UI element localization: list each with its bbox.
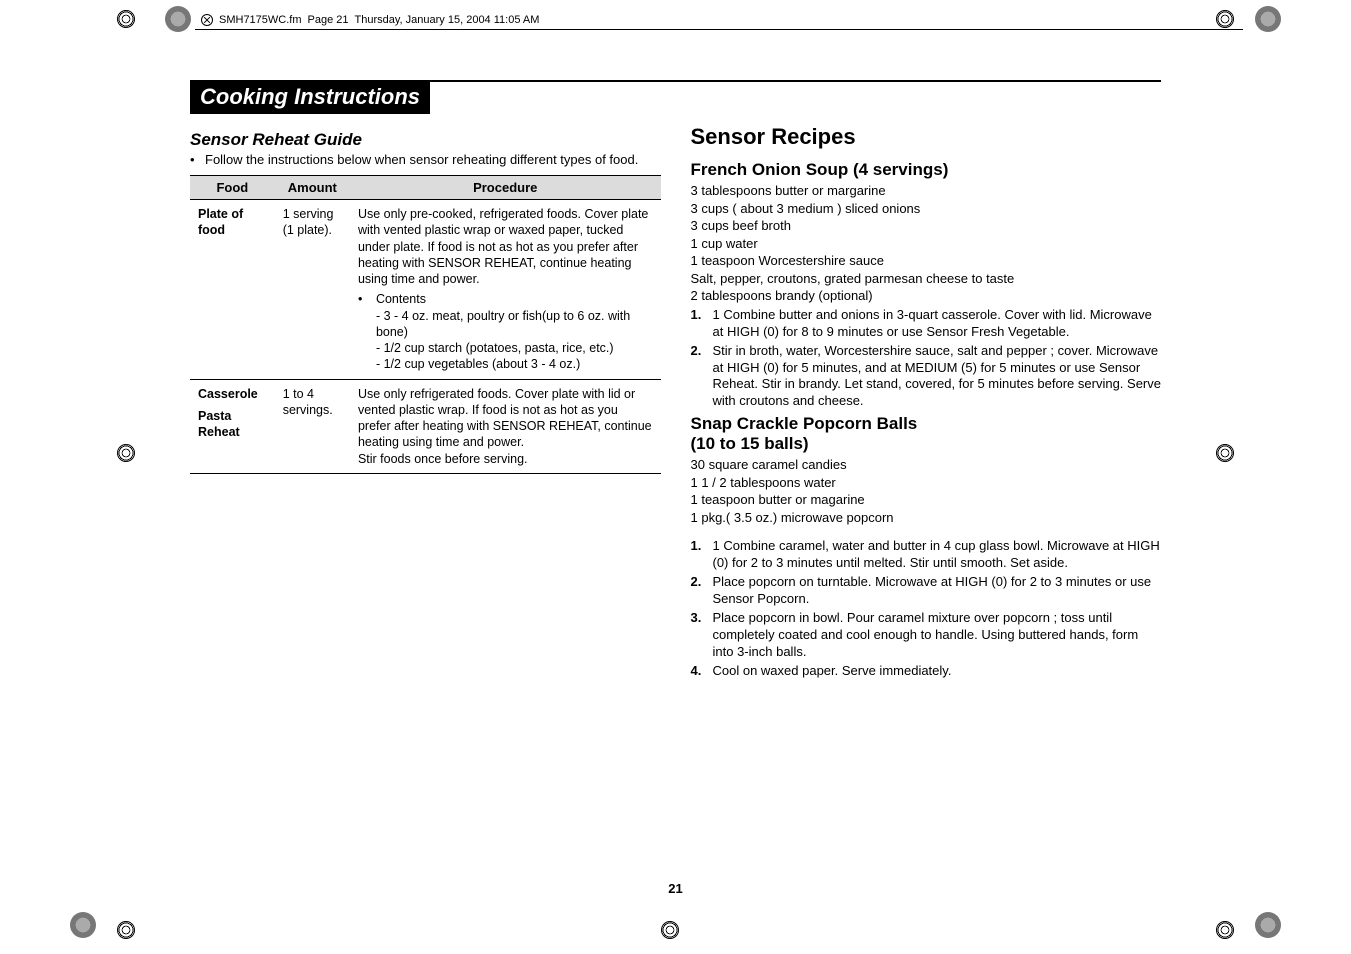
ingredient-line: 1 teaspoon butter or magarine (691, 491, 1162, 509)
col-procedure: Procedure (350, 176, 661, 200)
ingredient-line: 1 1 / 2 tablespoons water (691, 474, 1162, 492)
crop-mark-icon (117, 444, 135, 462)
step-number: 1. (691, 538, 713, 572)
contents-item: - 1/2 cup vegetables (about 3 - 4 oz.) (358, 356, 653, 372)
step-item: 1.1 Combine butter and onions in 3-quart… (691, 307, 1162, 341)
step-item: 1.1 Combine caramel, water and butter in… (691, 538, 1162, 572)
col-food: Food (190, 176, 275, 200)
recipe1-steps: 1.1 Combine butter and onions in 3-quart… (691, 307, 1162, 410)
page-number: 21 (668, 881, 682, 896)
corner-mark-icon (1255, 6, 1281, 32)
recipe2-title: Snap Crackle Popcorn Balls (10 to 15 bal… (691, 414, 1162, 454)
step-number: 2. (691, 343, 713, 411)
ingredient-line: 30 square caramel candies (691, 456, 1162, 474)
header-page: Page 21 (308, 14, 349, 26)
recipe2-ingredients: 30 square caramel candies1 1 / 2 tablesp… (691, 456, 1162, 526)
procedure-cell: Use only refrigerated foods. Cover plate… (350, 379, 661, 473)
table-row: Plate of food 1 serving (1 plate). Use o… (190, 200, 661, 380)
step-item: 4.Cool on waxed paper. Serve immediately… (691, 663, 1162, 680)
crop-mark-icon (661, 921, 679, 939)
recipe1-title: French Onion Soup (4 servings) (691, 160, 1162, 180)
document-header: SMH7175WC.fm Page 21 Thursday, January 1… (195, 10, 1243, 30)
ingredient-line: 3 cups beef broth (691, 217, 1162, 235)
intro-bullet: • Follow the instructions below when sen… (190, 152, 661, 167)
step-number: 3. (691, 610, 713, 661)
contents-heading: • Contents (358, 291, 653, 307)
reheat-guide-table: Food Amount Procedure Plate of food 1 se… (190, 175, 661, 474)
step-number: 4. (691, 663, 713, 680)
table-row: Casserole Pasta Reheat 1 to 4 servings. … (190, 379, 661, 473)
step-text: 1 Combine caramel, water and butter in 4… (713, 538, 1162, 572)
crop-mark-icon (1216, 444, 1234, 462)
crop-mark-icon (117, 10, 135, 28)
ingredient-line: 1 pkg.( 3.5 oz.) microwave popcorn (691, 509, 1162, 527)
step-number: 1. (691, 307, 713, 341)
step-text: Stir in broth, water, Worcestershire sau… (713, 343, 1162, 411)
procedure-text: Use only pre-cooked, refrigerated foods.… (358, 207, 648, 286)
crop-mark-icon (1216, 921, 1234, 939)
amount-cell: 1 serving (1 plate). (275, 200, 350, 380)
left-column: Sensor Reheat Guide • Follow the instruc… (190, 124, 661, 681)
step-text: Place popcorn in bowl. Pour caramel mixt… (713, 610, 1162, 661)
step-text: 1 Combine butter and onions in 3-quart c… (713, 307, 1162, 341)
sensor-reheat-heading: Sensor Reheat Guide (190, 130, 661, 150)
col-amount: Amount (275, 176, 350, 200)
step-text: Cool on waxed paper. Serve immediately. (713, 663, 1162, 680)
step-item: 3.Place popcorn in bowl. Pour caramel mi… (691, 610, 1162, 661)
contents-item: - 1/2 cup starch (potatoes, pasta, rice,… (358, 340, 653, 356)
page-content: Cooking Instructions Sensor Reheat Guide… (190, 80, 1161, 914)
tool-icon (201, 14, 213, 26)
food-cell: Plate of food (190, 200, 275, 380)
header-date: Thursday, January 15, 2004 11:05 AM (355, 14, 540, 26)
step-number: 2. (691, 574, 713, 608)
corner-mark-icon (165, 6, 191, 32)
sensor-recipes-heading: Sensor Recipes (691, 124, 1162, 150)
ingredient-line: Salt, pepper, croutons, grated parmesan … (691, 270, 1162, 288)
corner-mark-icon (70, 912, 96, 938)
amount-cell: 1 to 4 servings. (275, 379, 350, 473)
ingredient-line: 1 cup water (691, 235, 1162, 253)
step-text: Place popcorn on turntable. Microwave at… (713, 574, 1162, 608)
procedure-cell: Use only pre-cooked, refrigerated foods.… (350, 200, 661, 380)
step-item: 2.Place popcorn on turntable. Microwave … (691, 574, 1162, 608)
ingredient-line: 2 tablespoons brandy (optional) (691, 287, 1162, 305)
right-column: Sensor Recipes French Onion Soup (4 serv… (691, 124, 1162, 681)
header-filename: SMH7175WC.fm (219, 14, 302, 26)
section-title: Cooking Instructions (190, 82, 430, 114)
contents-item: - 3 - 4 oz. meat, poultry or fish(up to … (358, 308, 653, 341)
step-item: 2.Stir in broth, water, Worcestershire s… (691, 343, 1162, 411)
recipe1-ingredients: 3 tablespoons butter or margarine3 cups … (691, 182, 1162, 305)
bullet-icon: • (190, 152, 205, 167)
food-cell: Casserole Pasta Reheat (190, 379, 275, 473)
ingredient-line: 3 cups ( about 3 medium ) sliced onions (691, 200, 1162, 218)
corner-mark-icon (1255, 912, 1281, 938)
ingredient-line: 3 tablespoons butter or margarine (691, 182, 1162, 200)
intro-text: Follow the instructions below when senso… (205, 152, 661, 167)
crop-mark-icon (117, 921, 135, 939)
ingredient-line: 1 teaspoon Worcestershire sauce (691, 252, 1162, 270)
recipe2-steps: 1.1 Combine caramel, water and butter in… (691, 538, 1162, 679)
